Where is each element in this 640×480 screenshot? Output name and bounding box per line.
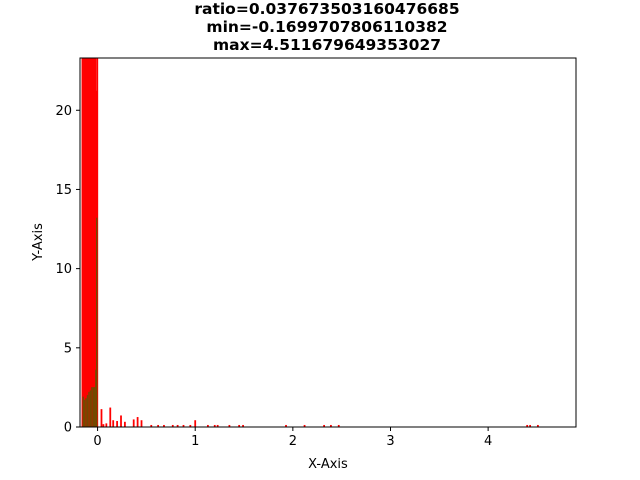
bar-series-0-6 <box>90 57 93 428</box>
y-tick-label-1: 5 <box>64 341 72 356</box>
x-tick-label-4: 4 <box>484 434 492 449</box>
x-axis-label: X-Axis <box>308 457 348 472</box>
bar-series-0-8 <box>93 57 96 428</box>
bar-series-0-12 <box>100 409 103 428</box>
bar-series-0-2 <box>84 57 87 428</box>
bar-series-0-22 <box>140 420 143 428</box>
bar-series-1-4 <box>88 391 90 428</box>
chart-title-line-1: ratio=0.037673503160476685 <box>194 0 459 18</box>
bar-series-0-3 <box>85 57 88 428</box>
x-tick-label-1: 1 <box>191 434 199 449</box>
chart-title-line-2: min=-0.1699707806110382 <box>206 18 447 36</box>
x-tick-label-0: 0 <box>93 434 101 449</box>
y-tick-label-3: 15 <box>55 183 72 198</box>
plot-area-frame <box>79 57 577 428</box>
bar-series-0-7 <box>91 57 94 428</box>
bar-series-0-17 <box>116 421 118 428</box>
bar-series-0-16 <box>112 420 115 428</box>
bar-series-0-30 <box>194 420 197 428</box>
bar-series-1-8 <box>94 387 96 428</box>
y-axis-label: Y-Axis <box>31 223 46 262</box>
bar-series-1-0 <box>82 396 84 428</box>
plot-bars <box>81 57 539 428</box>
bar-series-0-0 <box>81 57 84 428</box>
bar-series-0-1 <box>83 57 85 428</box>
bar-series-1-7 <box>92 387 95 428</box>
bar-series-1-3 <box>86 395 89 428</box>
x-tick-label-2: 2 <box>289 434 297 449</box>
bar-series-0-15 <box>109 407 112 428</box>
bar-series-0-21 <box>136 417 139 428</box>
bar-series-1-1 <box>83 399 86 428</box>
x-axis-ticks: 0 1 2 3 4 <box>93 427 492 449</box>
bar-series-0-4 <box>87 57 90 428</box>
bar-series-0-5 <box>88 57 91 428</box>
bar-series-0-20 <box>132 419 135 428</box>
y-tick-label-4: 20 <box>55 104 72 119</box>
x-tick-label-3: 3 <box>386 434 394 449</box>
y-tick-label-0: 0 <box>64 421 72 436</box>
bar-series-1-6 <box>91 387 93 428</box>
bar-series-1-10 <box>96 217 98 428</box>
y-axis-ticks: 0 5 10 15 20 <box>55 104 80 436</box>
bar-series-0-19 <box>124 421 126 428</box>
bar-series-1-2 <box>85 398 87 428</box>
bar-series-1-5 <box>89 390 92 428</box>
chart-title-line-3: max=4.511679649353027 <box>213 36 441 54</box>
bar-series-0-18 <box>120 415 122 428</box>
y-tick-label-2: 10 <box>55 262 72 277</box>
